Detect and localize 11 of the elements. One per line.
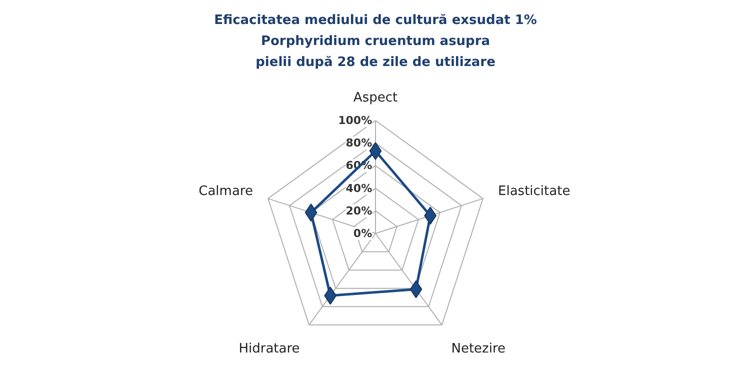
spoke-label: Calmare [198,184,253,200]
chart-title: Eficacitatea mediului de cultură exsudat 1% Porphyridium cruentum asupra pielii după 28 de zile de utilizare [214,13,537,70]
spoke-label: Elasticitate [498,184,570,200]
spoke-label: Netezire [451,341,506,356]
spoke-label: Hidratare [238,341,300,356]
spoke-label: Aspect [353,90,398,106]
y-tick-label: 0% [353,227,372,240]
y-tick-label: 80% [346,136,372,150]
y-tick-label: 20% [346,204,372,218]
y-tick-label: 40% [346,182,372,195]
y-tick-label: 100% [338,114,372,127]
